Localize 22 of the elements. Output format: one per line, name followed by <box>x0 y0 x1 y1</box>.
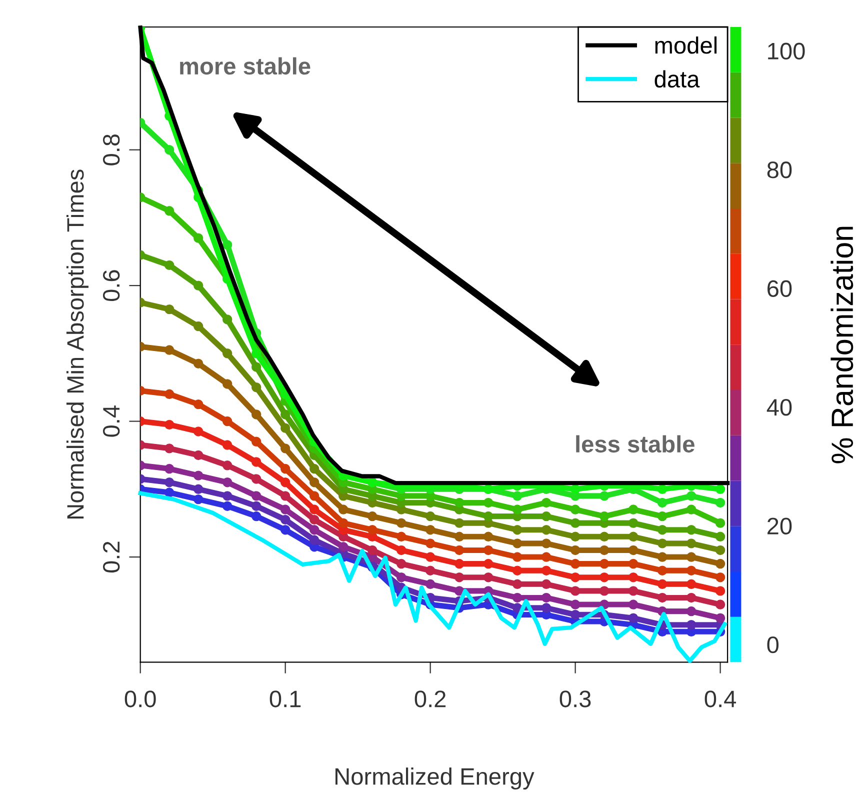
annotation: less stable <box>576 435 694 453</box>
color-bar-label: 40 <box>766 398 792 416</box>
color-bar-label: 80 <box>767 162 792 178</box>
x-tick-label: 0.4 <box>704 690 736 708</box>
y-tick-label: 0.6 <box>102 270 120 302</box>
legend-label: model <box>655 36 717 54</box>
color-bar-label: 20 <box>768 518 792 534</box>
x-tick-label: 0.0 <box>124 690 156 708</box>
color-bar-label: 60 <box>768 280 792 297</box>
y-tick-label: 0.8 <box>102 134 120 166</box>
y-axis-title: Normalised Min Absorption Times <box>66 170 88 518</box>
color-bar-label: 100 <box>768 42 805 60</box>
annotation: more stable <box>180 57 310 75</box>
color-bar-label: 0 <box>767 636 779 654</box>
x-axis-title: Normalized Energy <box>336 768 534 790</box>
x-tick-label: 0.2 <box>414 690 446 708</box>
y-tick-label: 0.4 <box>102 406 120 437</box>
x-tick-label: 0.3 <box>560 690 591 708</box>
legend-label: data <box>654 70 700 88</box>
color-bar-title: % Randomization <box>830 226 854 464</box>
x-tick-label: 0.1 <box>270 690 301 708</box>
y-tick-label: 0.2 <box>102 542 120 572</box>
